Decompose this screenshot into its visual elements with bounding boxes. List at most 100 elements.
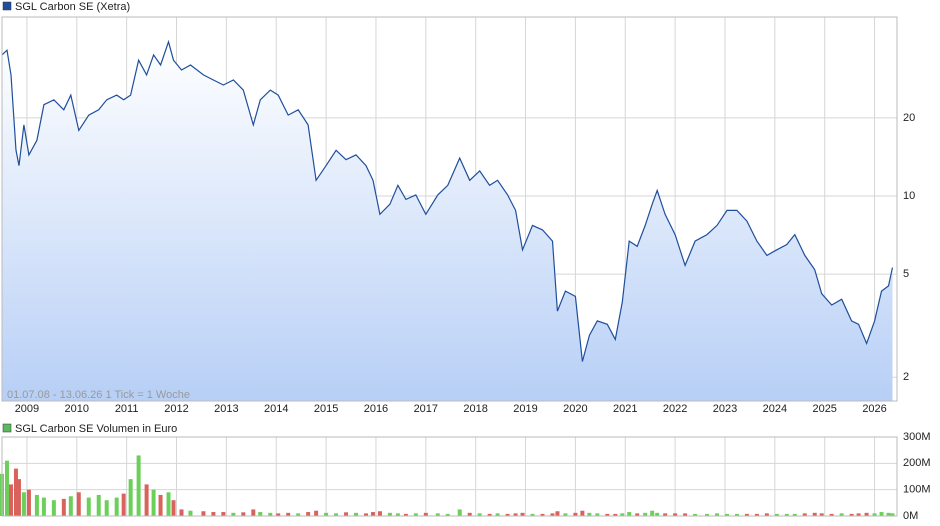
- volume-bar: [344, 512, 349, 516]
- volume-bar: [774, 513, 779, 516]
- y-tick-label: 2: [903, 371, 909, 383]
- legend-swatch: [2, 1, 12, 11]
- volume-bar: [829, 513, 834, 516]
- volume-bar: [849, 513, 854, 516]
- volume-bar: [520, 512, 525, 516]
- volume-bar: [211, 512, 216, 516]
- y-tick-label: 10: [903, 190, 915, 202]
- volume-bar: [395, 513, 400, 516]
- plot-frame: [1, 16, 898, 402]
- x-tick-label: 2013: [214, 403, 238, 415]
- volume-bar: [693, 513, 698, 516]
- volume-bar: [812, 512, 817, 516]
- volume-bar: [51, 500, 56, 516]
- volume-bar: [487, 513, 492, 516]
- volume-bar: [802, 513, 807, 516]
- volume-bar: [324, 512, 329, 516]
- volume-bar: [144, 484, 149, 516]
- volume-bar: [286, 512, 291, 516]
- volume-bar: [231, 512, 236, 516]
- x-tick-label: 2024: [763, 403, 787, 415]
- plot-frame: [1, 436, 898, 517]
- chart-title: SGL Carbon SE (Xetra): [15, 1, 130, 13]
- x-tick-label: 2015: [314, 403, 338, 415]
- price-area: [2, 41, 893, 402]
- x-tick-label: 2023: [713, 403, 737, 415]
- volume-bar: [792, 513, 797, 516]
- volume-bar: [363, 513, 368, 516]
- x-tick-label: 2022: [663, 403, 687, 415]
- volume-bar: [605, 513, 610, 516]
- volume-bar: [683, 513, 688, 516]
- x-tick-label: 2018: [463, 403, 487, 415]
- volume-bar: [445, 513, 450, 516]
- volume-bar: [673, 513, 678, 516]
- volume-bar: [21, 492, 26, 516]
- x-tick-label: 2020: [563, 403, 587, 415]
- volume-bar: [166, 492, 171, 516]
- volume-bar: [550, 513, 555, 516]
- volume-bar: [495, 513, 500, 516]
- x-tick-label: 2011: [115, 403, 139, 415]
- volume-bar: [477, 513, 482, 516]
- volume-bar: [41, 497, 46, 516]
- volume-bar: [8, 484, 13, 516]
- volume-bar: [457, 509, 462, 516]
- volume-bar: [563, 513, 568, 516]
- volume-bar: [201, 511, 206, 516]
- volume-bar: [890, 513, 895, 516]
- volume-bar: [13, 468, 18, 516]
- volume-bar: [370, 512, 375, 516]
- volume-bar: [86, 497, 91, 516]
- volume-bar: [16, 479, 21, 516]
- x-tick-label: 2009: [15, 403, 39, 415]
- volume-bar: [435, 513, 440, 516]
- volume-bar: [171, 500, 176, 516]
- x-tick-label: 2012: [164, 403, 188, 415]
- volume-bar: [179, 509, 184, 516]
- y-tick-label: 20: [903, 112, 915, 124]
- y-tick-label: 5: [903, 268, 909, 280]
- volume-bar: [754, 513, 759, 516]
- volume-bar: [34, 494, 39, 516]
- volume-bar: [872, 513, 877, 516]
- volume-bar: [467, 512, 472, 516]
- volume-bar: [188, 510, 193, 516]
- y-tick-label: 100M: [903, 484, 931, 496]
- x-tick-label: 2010: [65, 403, 89, 415]
- volume-bar: [839, 513, 844, 516]
- volume-bar: [856, 513, 861, 516]
- volume-bar: [68, 496, 73, 516]
- volume-bar: [413, 513, 418, 516]
- volume-bar: [276, 513, 281, 516]
- volume-bar: [251, 509, 256, 516]
- volume-bar: [96, 494, 101, 516]
- volume-bar: [819, 513, 824, 516]
- volume-bar: [258, 512, 263, 516]
- volume-bar: [314, 510, 319, 516]
- volume-bar: [158, 494, 163, 516]
- volume-bar: [423, 512, 428, 516]
- volume-bar: [744, 513, 749, 516]
- x-tick-label: 2019: [513, 403, 537, 415]
- volume-bar: [513, 513, 518, 516]
- volume-bar: [221, 512, 226, 516]
- legend-swatch: [2, 423, 12, 433]
- volume-bar: [136, 455, 141, 516]
- volume-bar: [403, 513, 408, 516]
- volume-bar: [268, 512, 273, 516]
- volume-bar: [104, 500, 109, 516]
- y-tick-label: 200M: [903, 457, 931, 469]
- x-tick-label: 2017: [414, 403, 438, 415]
- volume-bar: [627, 512, 632, 516]
- volume-bar: [505, 513, 510, 516]
- price-line: [1, 39, 894, 362]
- x-tick-label: 2021: [613, 403, 637, 415]
- x-tick-label: 2016: [364, 403, 388, 415]
- x-tick-label: 2025: [812, 403, 836, 415]
- volume-bar: [724, 513, 729, 516]
- chart-title: SGL Carbon SE Volumen in Euro: [15, 423, 177, 435]
- volume-bar: [540, 513, 545, 516]
- x-tick-label: 2014: [264, 403, 288, 415]
